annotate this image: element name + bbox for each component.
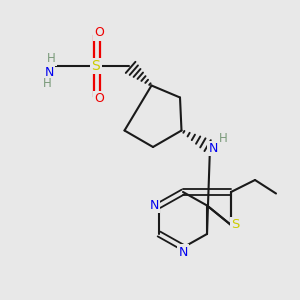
Text: N: N: [150, 199, 159, 212]
Text: N: N: [45, 65, 54, 79]
Text: S: S: [231, 218, 240, 232]
Text: O: O: [95, 92, 104, 106]
Text: N: N: [208, 142, 218, 155]
Text: N: N: [178, 245, 188, 259]
Text: H: H: [46, 52, 56, 65]
Text: H: H: [219, 131, 228, 145]
Text: S: S: [92, 59, 100, 73]
Text: O: O: [95, 26, 104, 40]
Text: H: H: [43, 77, 52, 90]
